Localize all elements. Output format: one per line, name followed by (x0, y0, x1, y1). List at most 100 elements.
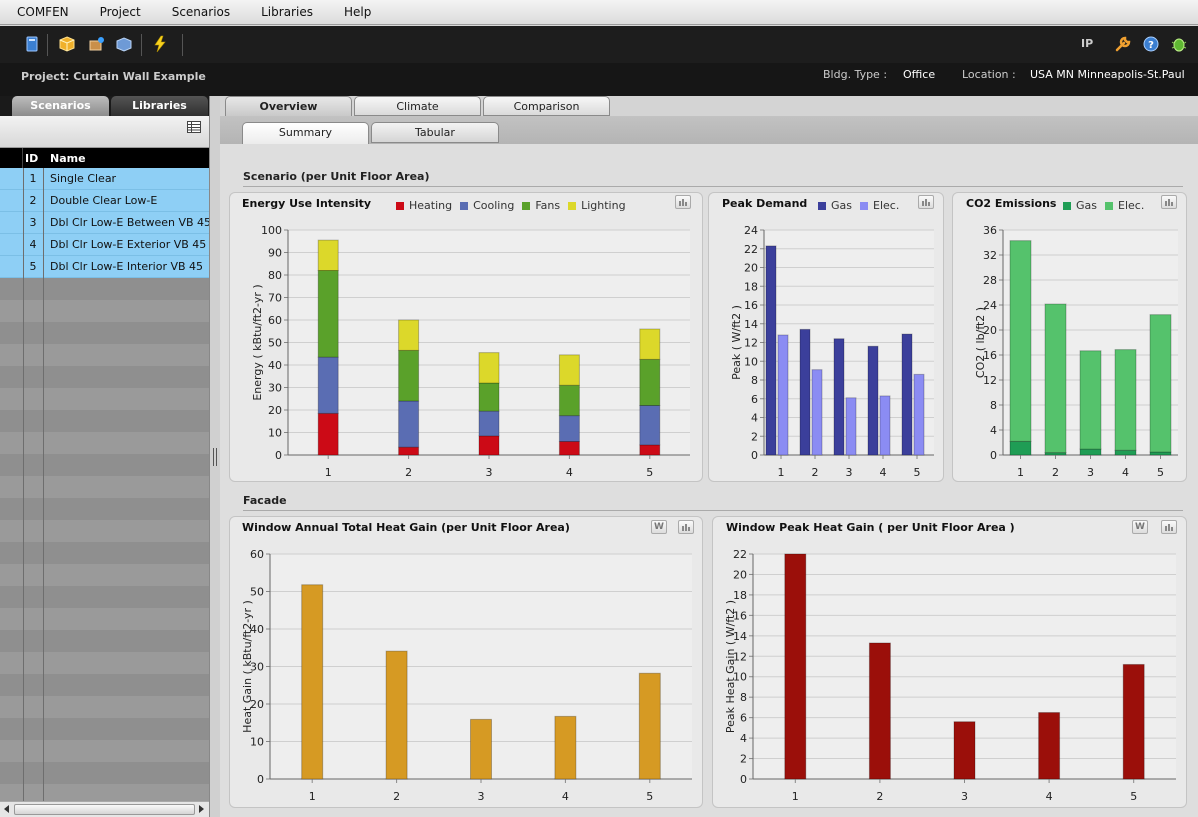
menu-help[interactable]: Help (343, 5, 372, 19)
scroll-thumb[interactable] (14, 804, 195, 815)
y-tick-label: 20 (744, 262, 758, 275)
scroll-left-icon[interactable] (4, 805, 9, 813)
project-info-bar: Project: Curtain Wall Example Bldg. Type… (0, 63, 1198, 96)
chart-options-icon[interactable] (675, 195, 691, 209)
tab-tabular[interactable]: Tabular (371, 122, 499, 143)
library-box-icon[interactable] (115, 35, 133, 53)
table-view-icon[interactable] (187, 121, 201, 133)
y-tick-label: 22 (733, 548, 747, 561)
bar (558, 441, 580, 456)
y-tick-label: 16 (744, 299, 758, 312)
bldg-type-label: Bldg. Type : (823, 68, 888, 81)
x-tick-label: 2 (405, 466, 412, 479)
help-icon[interactable]: ? (1142, 35, 1160, 53)
bar (1079, 448, 1102, 456)
y-tick-label: 0 (257, 773, 264, 786)
y-tick-label: 90 (268, 247, 282, 260)
bar (811, 369, 823, 456)
bar (478, 352, 500, 384)
bar (867, 345, 879, 456)
y-tick-label: 0 (275, 449, 282, 462)
column-id[interactable]: ID (25, 152, 39, 165)
menu-comfen[interactable]: COMFEN (17, 5, 69, 19)
settings-wrench-icon[interactable] (1114, 35, 1132, 53)
bar (554, 715, 577, 780)
y-tick-label: 24 (744, 224, 758, 237)
y-tick-label: 0 (740, 773, 747, 786)
legend-cooling: Cooling (473, 199, 515, 212)
energy-use-chart: 0 10 20 30 40 50 60 70 80 90 100 Energy ( kBtu/ft2-… (251, 224, 690, 479)
menu-libraries[interactable]: Libraries (261, 5, 313, 19)
y-tick-label: 22 (744, 243, 758, 256)
y-tick-label: 8 (751, 374, 758, 387)
tab-comparison[interactable]: Comparison (483, 96, 610, 116)
list-item[interactable]: 1 Single Clear (0, 168, 209, 190)
bar (1122, 663, 1145, 780)
list-item[interactable]: 3 Dbl Clr Low-E Between VB 45 (0, 212, 209, 234)
bar (470, 718, 492, 780)
column-name[interactable]: Name (50, 152, 86, 165)
tab-libraries[interactable]: Libraries (111, 96, 208, 116)
y-tick-label: 28 (983, 274, 997, 287)
y-tick-label: 20 (983, 324, 997, 337)
y-tick-label: 4 (740, 732, 747, 745)
tab-scenarios[interactable]: Scenarios (12, 96, 109, 116)
scroll-right-icon[interactable] (199, 805, 204, 813)
list-column-header: ID Name (0, 148, 209, 168)
w-toggle-button[interactable]: W (651, 520, 667, 534)
bar (398, 349, 420, 402)
y-tick-label: 30 (268, 382, 282, 395)
chart-options-icon[interactable] (918, 195, 934, 209)
bar (833, 338, 845, 456)
y-tick-label: 10 (268, 427, 282, 440)
y-tick-label: 8 (740, 691, 747, 704)
bldg-type-value: Office (903, 68, 936, 81)
chart-options-icon[interactable] (1161, 195, 1177, 209)
debug-bug-icon[interactable] (1170, 35, 1188, 53)
y-tick-label: 40 (250, 623, 264, 636)
chart-title: Window Annual Total Heat Gain (per Unit … (242, 521, 570, 534)
tab-climate[interactable]: Climate (354, 96, 481, 116)
list-item[interactable]: 2 Double Clear Low-E (0, 190, 209, 212)
bar (845, 397, 857, 456)
y-tick-label: 12 (744, 337, 758, 350)
w-toggle-button[interactable]: W (1132, 520, 1148, 534)
chart-options-icon[interactable] (678, 520, 694, 534)
menu-project[interactable]: Project (99, 5, 141, 19)
list-item[interactable]: 5 Dbl Clr Low-E Interior VB 45 (0, 256, 209, 278)
new-scenario-box-icon[interactable] (58, 35, 76, 53)
panel-splitter[interactable] (209, 96, 220, 817)
list-item[interactable]: 4 Dbl Clr Low-E Exterior VB 45 (0, 234, 209, 256)
horizontal-scrollbar[interactable] (0, 801, 209, 817)
bar (1044, 303, 1067, 454)
y-tick-label: 32 (983, 249, 997, 262)
bar (638, 672, 661, 780)
energy-use-intensity-panel: Energy Use Intensity Heating Cooling Fan… (229, 192, 703, 482)
run-simulation-lightning-icon[interactable] (151, 35, 169, 53)
chart-options-icon[interactable] (1161, 520, 1177, 534)
units-toggle[interactable]: IP (1081, 37, 1094, 50)
bar (1114, 349, 1137, 451)
legend-fans: Fans (535, 199, 561, 212)
scenario-list: 1 Single Clear 2 Double Clear Low-E 3 Db… (0, 168, 209, 801)
bar (398, 319, 420, 351)
bar (953, 721, 976, 780)
menu-scenarios[interactable]: Scenarios (171, 5, 231, 19)
tab-overview[interactable]: Overview (225, 96, 352, 116)
bar (913, 373, 925, 456)
y-tick-label: 14 (733, 630, 747, 643)
legend-gas: Gas (1076, 199, 1097, 212)
y-axis-label: Heat Gain ( kBtu/ft2-yr ) (241, 600, 254, 733)
tab-summary[interactable]: Summary (242, 122, 369, 144)
project-book-icon[interactable] (23, 35, 41, 53)
bar (385, 650, 408, 780)
bar (1079, 350, 1102, 450)
splitter-grip-icon[interactable] (213, 448, 217, 466)
copy-scenario-icon[interactable] (87, 35, 105, 53)
bar (558, 384, 580, 417)
results-area: Overview Climate Comparison Summary Tabu… (220, 96, 1198, 817)
x-tick-label: 3 (846, 466, 853, 479)
